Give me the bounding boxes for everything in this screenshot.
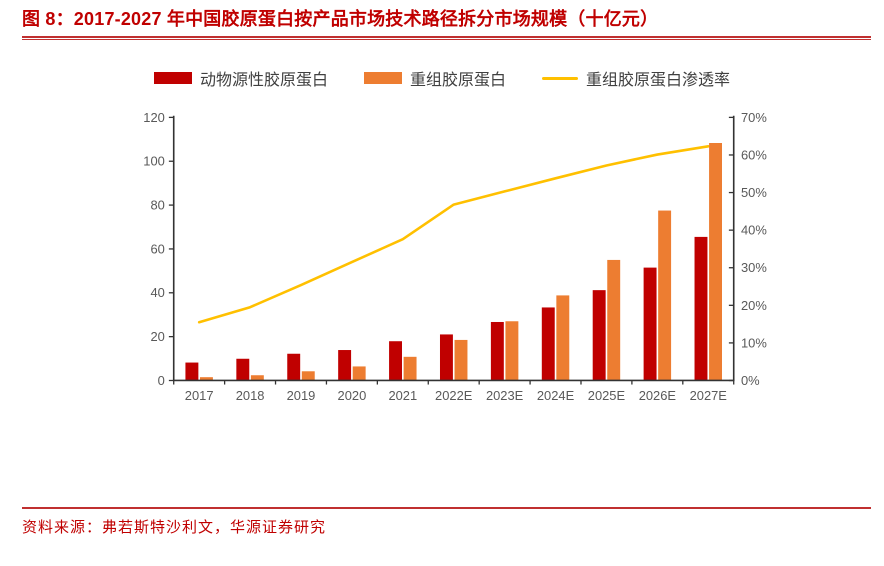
bar-animal-collagen-2024E xyxy=(541,307,555,381)
left-axis-tick-label: 20 xyxy=(150,329,164,344)
x-axis-category-label: 2018 xyxy=(236,388,265,403)
left-axis-tick-label: 120 xyxy=(143,110,165,125)
bar-animal-collagen-2021 xyxy=(389,341,402,381)
legend-item-recombinant-collagen: 重组胶原蛋白 xyxy=(363,66,506,90)
x-axis-category-label: 2020 xyxy=(338,388,367,403)
bar-recombinant-collagen-2027E xyxy=(709,143,722,381)
x-axis-category-label: 2017 xyxy=(185,388,214,403)
bar-animal-collagen-2019 xyxy=(287,353,301,381)
x-axis-category-label: 2019 xyxy=(287,388,316,403)
legend-bar-swatch-red xyxy=(153,72,192,84)
right-axis-tick-label: 30% xyxy=(741,260,767,275)
bar-recombinant-collagen-2018 xyxy=(250,375,264,381)
bar-animal-collagen-2017 xyxy=(185,362,199,381)
left-axis-tick-label: 80 xyxy=(150,198,164,213)
right-axis-tick-label: 60% xyxy=(741,147,767,162)
bar-animal-collagen-2018 xyxy=(236,358,250,381)
x-axis-category-label: 2021 xyxy=(388,388,417,403)
footer-divider-rule xyxy=(22,507,871,509)
bar-animal-collagen-2025E xyxy=(592,290,606,381)
bar-recombinant-collagen-2022E xyxy=(454,339,468,381)
bar-recombinant-collagen-2019 xyxy=(301,371,315,381)
bar-animal-collagen-2022E xyxy=(439,334,453,381)
bar-recombinant-collagen-2020 xyxy=(352,366,366,381)
legend-item-animal-collagen: 动物源性胶原蛋白 xyxy=(153,66,328,90)
figure-title: 图 8：2017-2027 年中国胶原蛋白按产品市场技术路径拆分市场规模（十亿元… xyxy=(22,9,659,29)
x-axis-category-label: 2026E xyxy=(639,388,677,403)
bar-recombinant-collagen-2026E xyxy=(658,210,672,381)
right-axis-tick-label: 70% xyxy=(741,110,767,125)
x-axis-category-label: 2022E xyxy=(435,388,473,403)
right-axis-tick-label: 50% xyxy=(741,185,767,200)
left-axis-tick-label: 100 xyxy=(143,154,165,169)
right-axis-tick-label: 40% xyxy=(741,223,767,238)
bar-animal-collagen-2027E xyxy=(694,236,708,381)
legend-label: 重组胶原蛋白渗透率 xyxy=(586,72,731,89)
right-axis-tick-label: 10% xyxy=(741,335,767,350)
bar-animal-collagen-2020 xyxy=(338,350,352,381)
x-axis-category-label: 2027E xyxy=(690,388,728,403)
right-axis-tick-label: 20% xyxy=(741,298,767,313)
bar-recombinant-collagen-2017 xyxy=(199,377,213,381)
x-axis-category-label: 2024E xyxy=(537,388,575,403)
left-axis-tick-label: 60 xyxy=(150,241,164,256)
bar-recombinant-collagen-2025E xyxy=(607,259,621,381)
bar-recombinant-collagen-2024E xyxy=(556,295,570,381)
right-axis-tick-label: 0% xyxy=(741,373,760,388)
penetration-rate-line xyxy=(197,145,710,324)
combo-chart-plot-area: 0 20 40 60 80 100 120 0% 10% 20% 30% 40% 50% 60% 70% 20… xyxy=(0,95,884,495)
bar-recombinant-collagen-2023E xyxy=(505,321,519,381)
legend-label: 重组胶原蛋白 xyxy=(409,72,506,89)
bar-recombinant-collagen-2021 xyxy=(403,356,417,381)
title-divider-rule xyxy=(22,36,871,40)
x-axis-category-label: 2023E xyxy=(486,388,524,403)
x-axis-category-label: 2025E xyxy=(588,388,626,403)
bar-animal-collagen-2026E xyxy=(643,267,657,381)
combo-chart-svg: 0 20 40 60 80 100 120 0% 10% 20% 30% 40% 50% 60% 70% 20… xyxy=(143,110,767,403)
legend-item-penetration-rate: 重组胶原蛋白渗透率 xyxy=(542,66,730,90)
chart-legend: 动物源性胶原蛋白 重组胶原蛋白 重组胶原蛋白渗透率 xyxy=(0,66,884,90)
legend-line-swatch-yellow xyxy=(542,76,578,80)
bar-animal-collagen-2023E xyxy=(490,321,504,381)
left-axis-tick-label: 40 xyxy=(150,285,164,300)
legend-label: 动物源性胶原蛋白 xyxy=(199,72,328,89)
legend-bar-swatch-orange xyxy=(363,72,402,84)
data-source-note: 资料来源：弗若斯特沙利文，华源证券研究 xyxy=(22,520,327,536)
left-axis-tick-label: 0 xyxy=(158,373,165,388)
